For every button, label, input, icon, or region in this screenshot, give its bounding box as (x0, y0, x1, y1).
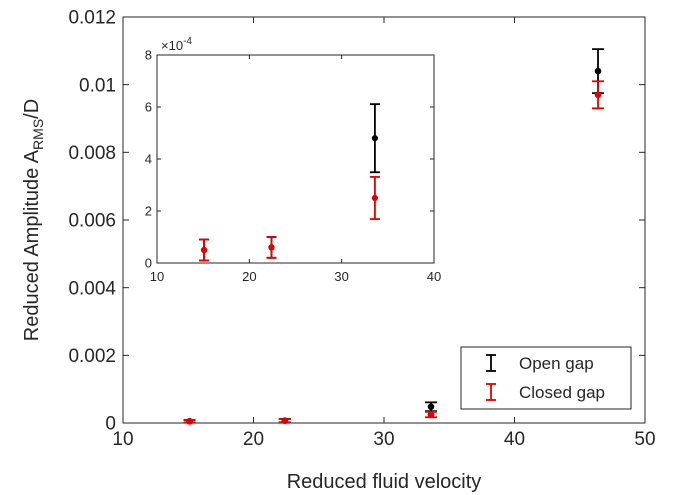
inset-axes: 10 20 30 40 0 2 4 6 8 ×10-4 (145, 36, 441, 284)
inset-data-point (200, 246, 208, 254)
data-point (594, 67, 602, 75)
x-tick-label: 30 (373, 429, 394, 450)
legend-entry-label: Open gap (519, 354, 594, 373)
x-axis-title: Reduced fluid velocity (287, 471, 482, 493)
y-axis-title-main: Reduced Amplitude A (21, 149, 43, 341)
y-tick-label: 0.006 (68, 211, 116, 232)
inset-y-exponent: ×10-4 (161, 36, 192, 53)
y-tick-label: 0.002 (68, 346, 116, 367)
y-axis-title: Reduced Amplitude ARMS/D (21, 99, 46, 341)
x-tick-label: 20 (243, 429, 264, 450)
legend-entry-label: Closed gap (519, 383, 605, 402)
inset-x-tick-label: 40 (427, 269, 441, 284)
inset-x-tick-label: 20 (242, 269, 256, 284)
y-tick-label: 0.01 (79, 75, 116, 96)
inset-plot-frame (156, 54, 435, 264)
inset-data-point (371, 135, 379, 142)
inset-y-tick-label: 8 (145, 48, 152, 63)
inset-x-tick-label: 30 (334, 269, 348, 284)
data-point (186, 418, 193, 425)
legend-box (460, 346, 632, 410)
data-point (427, 403, 435, 411)
y-axis-title-subscript: RMS (30, 119, 46, 150)
y-tick-label: 0 (105, 414, 116, 435)
data-point (594, 91, 602, 99)
y-axis-title-tail: /D (21, 99, 43, 119)
x-tick-label: 50 (634, 429, 655, 450)
inset-data-point (371, 194, 379, 202)
inset-y-exponent-base: ×10 (161, 38, 183, 53)
data-point (427, 411, 435, 418)
x-tick-label: 10 (112, 429, 133, 450)
inset-y-tick-label: 6 (145, 100, 152, 115)
y-tick-label: 0.012 (68, 8, 116, 29)
inset-y-exponent-power: -4 (183, 36, 192, 47)
data-point (281, 417, 289, 424)
inset-x-tick-label: 10 (150, 269, 164, 284)
inset-y-tick-label: 2 (145, 204, 152, 219)
legend: Open gap Closed gap (460, 346, 632, 410)
y-tick-label: 0.004 (68, 278, 116, 299)
x-tick-label: 40 (504, 429, 525, 450)
inset-data-point (268, 244, 275, 251)
inset-y-tick-label: 0 (145, 256, 152, 271)
inset-y-tick-label: 4 (145, 152, 152, 167)
y-tick-label: 0.008 (68, 143, 116, 164)
